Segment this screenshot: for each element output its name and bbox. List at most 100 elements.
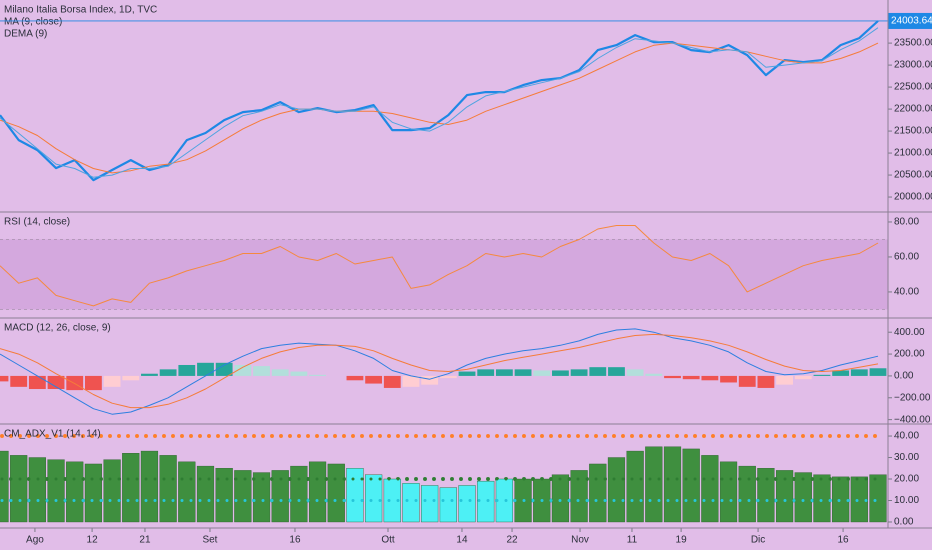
y-tick-label: 200.00 xyxy=(894,349,925,360)
macd-histogram-bar xyxy=(122,375,140,381)
adx-bar xyxy=(47,459,65,523)
y-tick-label: 0.00 xyxy=(894,371,914,382)
x-tick-label: Nov xyxy=(571,535,589,546)
adx-bar xyxy=(308,461,327,523)
adx-bar xyxy=(103,459,121,523)
y-tick-label: 40.00 xyxy=(894,431,919,442)
y-tick-label: 20500.00 xyxy=(894,170,932,181)
adx-bar xyxy=(551,474,570,523)
macd-histogram-bar xyxy=(103,375,121,387)
adx-bar xyxy=(66,461,84,523)
macd-histogram-bar xyxy=(290,371,308,376)
adx-bar xyxy=(626,450,644,523)
y-tick-label: 23500.00 xyxy=(894,38,932,49)
adx-bar xyxy=(421,485,439,523)
adx-bar xyxy=(775,470,794,523)
y-tick-label: 23000.00 xyxy=(894,60,932,71)
macd-histogram-bar xyxy=(477,369,495,376)
macd-histogram-bar xyxy=(757,375,775,388)
macd-histogram-bar xyxy=(10,375,28,387)
macd-histogram-bar xyxy=(776,375,794,385)
adx-bar xyxy=(122,453,140,523)
adx-bar xyxy=(439,487,457,523)
adx-bar xyxy=(589,463,607,523)
adx-bar xyxy=(701,455,719,523)
macd-histogram-bar xyxy=(84,375,102,391)
last-price-box xyxy=(888,12,932,29)
adx-bar xyxy=(365,474,383,523)
macd-histogram-bar xyxy=(458,371,476,376)
x-tick-label: 16 xyxy=(289,535,301,546)
x-tick-label: 14 xyxy=(456,535,468,546)
adx-bar xyxy=(738,465,756,523)
adx-bar xyxy=(458,485,476,523)
rsi-band xyxy=(0,239,888,310)
y-tick-label: −200.00 xyxy=(894,392,931,403)
macd-histogram-bar xyxy=(253,366,270,376)
macd-histogram-bar xyxy=(682,375,700,380)
macd-histogram-bar xyxy=(832,370,850,376)
macd-histogram-bar xyxy=(197,362,214,376)
series-line xyxy=(0,225,879,307)
adx-bar xyxy=(0,450,9,523)
y-tick-label: −400.00 xyxy=(894,414,931,425)
adx-bar xyxy=(682,448,700,523)
adx-bar xyxy=(850,476,868,523)
x-tick-label: Set xyxy=(202,535,217,546)
adx-bar xyxy=(196,465,215,523)
macd-histogram-bar xyxy=(402,375,420,387)
macd-histogram-bar xyxy=(215,362,233,376)
x-tick-label: Ott xyxy=(381,535,395,546)
adx-bar xyxy=(832,476,850,523)
adx-bar xyxy=(757,468,775,523)
macd-histogram-bar xyxy=(664,375,681,379)
y-tick-label: 22500.00 xyxy=(894,82,932,93)
macd-histogram-bar xyxy=(533,370,551,376)
adx-bar xyxy=(327,463,345,523)
adx-bar xyxy=(159,455,177,523)
adx-bar xyxy=(607,457,626,523)
macd-histogram-bar xyxy=(813,374,831,376)
y-tick-label: 22000.00 xyxy=(894,104,932,115)
macd-histogram-bar xyxy=(178,364,196,376)
x-tick-label: Dic xyxy=(751,535,765,546)
y-tick-label: 400.00 xyxy=(894,327,925,338)
series-line xyxy=(0,27,879,178)
y-tick-label: 0.00 xyxy=(894,517,914,528)
x-tick-label: 22 xyxy=(506,535,518,546)
macd-histogram-bar xyxy=(850,369,868,376)
panel-title: RSI (14, close) xyxy=(4,217,70,228)
legend-entry: DEMA (9) xyxy=(4,29,47,40)
series-line xyxy=(0,328,879,415)
adx-bar xyxy=(570,470,588,523)
macd-histogram-bar xyxy=(47,375,65,390)
adx-bar xyxy=(178,461,196,523)
macd-histogram-bar xyxy=(645,373,663,376)
panel-title: Milano Italia Borsa Index, 1D, TVC xyxy=(4,5,157,16)
y-tick-label: 40.00 xyxy=(894,287,919,298)
adx-bar xyxy=(813,474,831,523)
y-tick-label: 30.00 xyxy=(894,452,919,463)
macd-histogram-bar xyxy=(514,369,532,376)
macd-histogram-bar xyxy=(626,369,644,376)
y-tick-label: 21000.00 xyxy=(894,148,932,159)
panel-title: MACD (12, 26, close, 9) xyxy=(4,323,111,334)
macd-histogram-bar xyxy=(159,369,177,376)
macd-histogram-bar xyxy=(570,369,588,376)
adx-bar xyxy=(290,465,308,523)
adx-bar xyxy=(719,461,738,523)
macd-histogram-bar xyxy=(794,375,812,380)
adx-bar xyxy=(794,472,812,523)
adx-bar xyxy=(28,457,46,523)
y-tick-label: 21500.00 xyxy=(894,126,932,137)
macd-histogram-bar xyxy=(495,369,513,376)
y-tick-label: 20000.00 xyxy=(894,192,932,203)
adx-bar xyxy=(271,470,289,523)
adx-bar xyxy=(663,446,682,523)
adx-bar xyxy=(402,483,420,523)
adx-bar xyxy=(10,455,28,523)
y-tick-label: 20.00 xyxy=(894,474,919,485)
macd-histogram-bar xyxy=(346,375,364,381)
legend-entry: MA (9, close) xyxy=(4,17,62,28)
